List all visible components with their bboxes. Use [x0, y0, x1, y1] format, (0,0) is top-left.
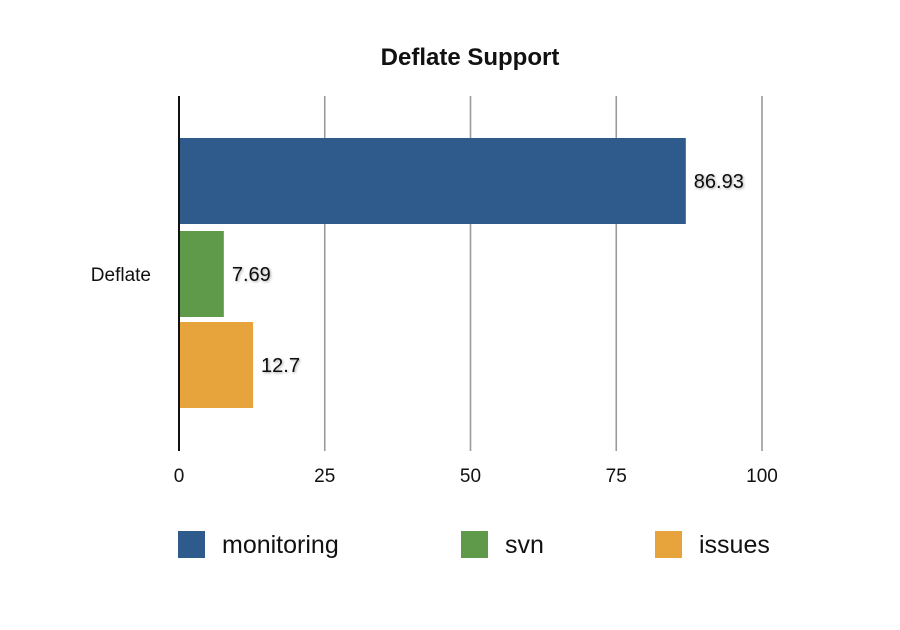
bar-issues — [179, 322, 254, 408]
bar-svn — [179, 231, 224, 317]
category-label-deflate: Deflate — [91, 265, 151, 286]
legend-label-issues: issues — [699, 531, 770, 559]
legend-item-svn: svn — [461, 531, 544, 559]
legend: monitoring svn issues — [178, 531, 770, 559]
x-tick-label-75: 75 — [606, 466, 627, 487]
legend-label-svn: svn — [505, 531, 544, 559]
legend-swatch-monitoring — [178, 531, 205, 558]
bar-monitoring — [179, 138, 686, 224]
chart-title: Deflate Support — [381, 44, 560, 71]
x-tick-label-50: 50 — [460, 466, 481, 487]
x-tick-label-0: 0 — [174, 466, 185, 487]
x-axis-tick-labels: 0 25 50 75 100 — [174, 466, 778, 487]
data-label-svn: 7.69 — [232, 264, 271, 286]
bars — [179, 138, 686, 408]
legend-label-monitoring: monitoring — [222, 531, 339, 559]
legend-item-issues: issues — [655, 531, 770, 559]
data-label-monitoring: 86.93 — [694, 171, 744, 193]
data-labels: 86.93 7.69 12.7 — [232, 171, 744, 377]
x-tick-label-25: 25 — [314, 466, 335, 487]
legend-swatch-svn — [461, 531, 488, 558]
x-tick-label-100: 100 — [746, 466, 778, 487]
legend-swatch-issues — [655, 531, 682, 558]
legend-item-monitoring: monitoring — [178, 531, 339, 559]
data-label-issues: 12.7 — [261, 355, 300, 377]
